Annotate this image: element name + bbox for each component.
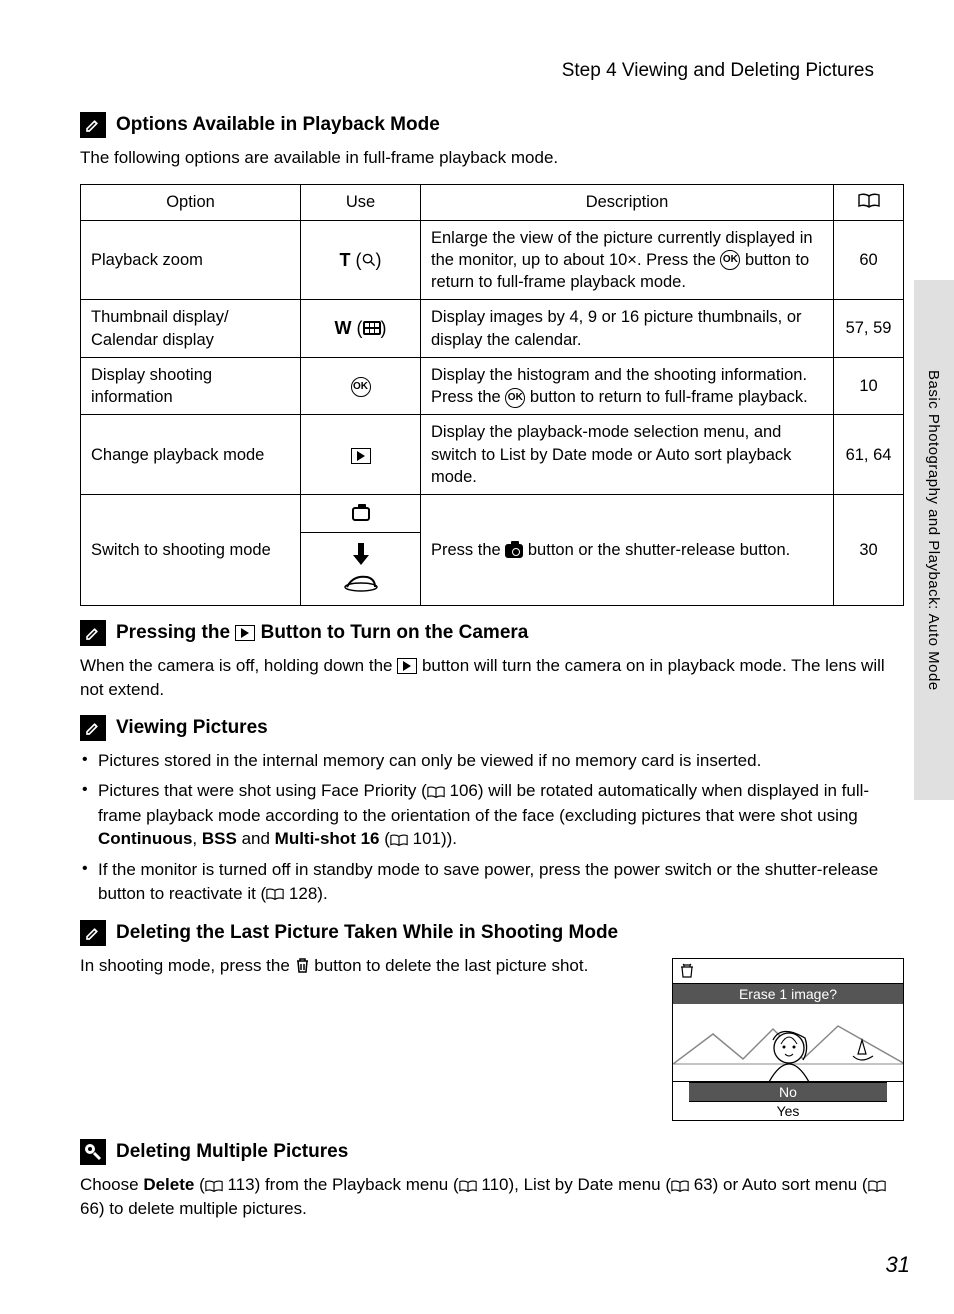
cell-use-shutter — [301, 532, 421, 605]
book-icon — [427, 780, 445, 804]
th-use: Use — [301, 184, 421, 220]
book-icon — [858, 191, 880, 213]
section-title-delete-multiple: Deleting Multiple Pictures — [116, 1141, 348, 1163]
table-row: Thumbnail display/ Calendar display W ()… — [81, 300, 904, 358]
viewing-bullets: Pictures stored in the internal memory c… — [80, 749, 904, 906]
pencil-note-icon — [80, 112, 106, 138]
book-icon — [390, 828, 408, 852]
table-row: Change playback mode Display the playbac… — [81, 415, 904, 495]
list-item: If the monitor is turned off in standby … — [80, 858, 904, 906]
playback-button-icon — [235, 625, 255, 641]
cell-page: 10 — [834, 357, 904, 415]
section-title-delete-last: Deleting the Last Picture Taken While in… — [116, 922, 618, 944]
lcd-prompt: Erase 1 image? — [673, 984, 903, 1004]
lcd-top-bar — [673, 959, 903, 984]
th-option: Option — [81, 184, 301, 220]
book-icon — [671, 1174, 689, 1198]
playback-button-icon — [351, 448, 371, 464]
use-label: W — [334, 318, 351, 338]
pencil-note-icon — [80, 620, 106, 646]
ok-button-icon: OK — [351, 377, 371, 397]
cell-use — [301, 415, 421, 495]
playback-button-icon — [397, 658, 417, 674]
list-item: Pictures stored in the internal memory c… — [80, 749, 904, 773]
cell-page: 61, 64 — [834, 415, 904, 495]
section5-body: Choose Delete ( 113) from the Playback m… — [80, 1173, 904, 1221]
pencil-note-icon — [80, 920, 106, 946]
book-icon — [266, 882, 284, 906]
pencil-note-icon — [80, 715, 106, 741]
cell-page: 57, 59 — [834, 300, 904, 358]
cell-page: 60 — [834, 220, 904, 300]
cell-option: Switch to shooting mode — [81, 495, 301, 606]
ok-button-icon: OK — [505, 388, 525, 408]
book-icon — [868, 1174, 886, 1198]
section1-intro: The following options are available in f… — [80, 146, 904, 170]
book-icon — [205, 1174, 223, 1198]
camera-filled-icon — [505, 544, 523, 558]
magnify-icon: () — [356, 250, 382, 270]
lcd-image-preview — [673, 1004, 903, 1082]
lcd-option-no: No — [689, 1082, 887, 1102]
shutter-press-icon — [341, 539, 381, 593]
book-icon — [459, 1174, 477, 1198]
th-page — [834, 184, 904, 220]
lcd-option-yes: Yes — [673, 1102, 903, 1120]
section2-body: When the camera is off, holding down the… — [80, 654, 904, 702]
cell-desc: Display the histogram and the shooting i… — [421, 357, 834, 415]
list-item: Pictures that were shot using Face Prior… — [80, 779, 904, 852]
table-row: Playback zoom T () Enlarge the view of t… — [81, 220, 904, 300]
side-label: Basic Photography and Playback: Auto Mod… — [925, 370, 942, 691]
table-row: Switch to shooting mode Press the button… — [81, 495, 904, 532]
playback-options-table: Option Use Description Playback zoom T (… — [80, 184, 904, 606]
thumbnail-icon: () — [357, 318, 387, 338]
section-title-playback-options: Options Available in Playback Mode — [116, 114, 440, 136]
cell-use: W () — [301, 300, 421, 358]
cell-option: Display shooting information — [81, 357, 301, 415]
cell-use: T () — [301, 220, 421, 300]
ok-button-icon: OK — [720, 250, 740, 270]
camera-icon — [352, 507, 370, 521]
cell-desc: Display images by 4, 9 or 16 picture thu… — [421, 300, 834, 358]
section-title-pressing-play: Pressing the Button to Turn on the Camer… — [116, 622, 528, 644]
info-bulb-icon — [80, 1139, 106, 1165]
cell-use: OK — [301, 357, 421, 415]
lcd-dialog: Erase 1 image? No — [672, 958, 904, 1121]
trash-outline-icon — [679, 963, 695, 979]
section-title-viewing: Viewing Pictures — [116, 717, 268, 739]
cell-option: Thumbnail display/ Calendar display — [81, 300, 301, 358]
cell-desc: Display the playback-mode selection menu… — [421, 415, 834, 495]
section4-body: In shooting mode, press the button to de… — [80, 954, 650, 978]
cell-use-camera — [301, 495, 421, 532]
cell-desc: Press the button or the shutter-release … — [421, 495, 834, 606]
table-row: Display shooting information OK Display … — [81, 357, 904, 415]
use-label: T — [339, 250, 350, 270]
cell-option: Playback zoom — [81, 220, 301, 300]
trash-icon — [295, 956, 310, 975]
cell-desc: Enlarge the view of the picture currentl… — [421, 220, 834, 300]
cell-page: 30 — [834, 495, 904, 606]
cell-option: Change playback mode — [81, 415, 301, 495]
th-description: Description — [421, 184, 834, 220]
page-header: Step 4 Viewing and Deleting Pictures — [80, 60, 904, 82]
page-number: 31 — [886, 1252, 910, 1278]
